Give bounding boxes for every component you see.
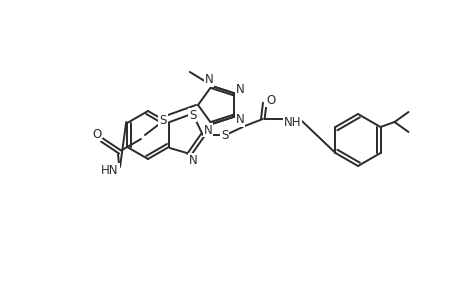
Text: S: S [159, 113, 166, 127]
Text: N: N [204, 74, 213, 86]
Text: N: N [203, 124, 212, 136]
Text: N: N [235, 83, 244, 96]
Text: N: N [235, 113, 244, 126]
Text: S: S [189, 109, 196, 122]
Text: S: S [221, 128, 228, 142]
Text: NH: NH [283, 116, 301, 128]
Text: O: O [92, 128, 101, 140]
Text: O: O [266, 94, 275, 106]
Text: N: N [188, 154, 197, 166]
Text: HN: HN [101, 164, 118, 176]
